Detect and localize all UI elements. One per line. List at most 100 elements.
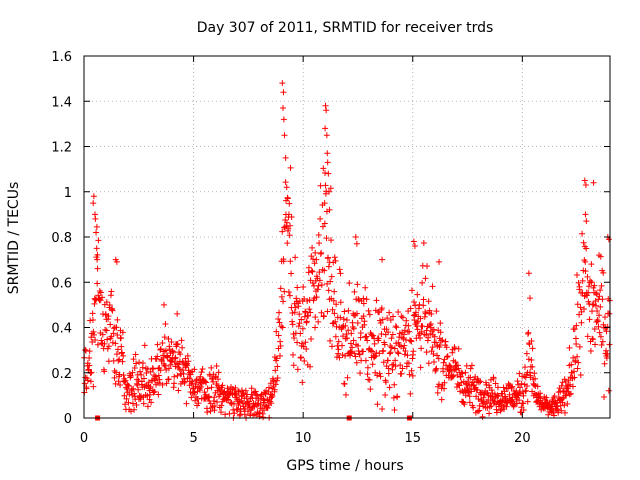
data-point (150, 389, 157, 396)
data-point (520, 392, 527, 399)
data-point (165, 335, 172, 342)
data-point (112, 340, 119, 347)
data-point (532, 375, 539, 382)
data-point (372, 352, 379, 359)
data-point (204, 409, 211, 416)
data-point (441, 385, 448, 392)
data-point (93, 229, 100, 236)
data-point (103, 299, 110, 306)
data-point (354, 281, 361, 288)
data-point (603, 328, 610, 335)
data-point (292, 254, 299, 261)
data-point (583, 245, 590, 252)
data-point (165, 376, 172, 383)
data-point (584, 333, 591, 340)
data-point (90, 331, 97, 338)
data-point (298, 354, 305, 361)
data-point (401, 342, 408, 349)
data-point (605, 387, 612, 394)
data-point (273, 377, 280, 384)
data-point (235, 388, 242, 395)
data-point (557, 402, 564, 409)
data-point (235, 402, 242, 409)
data-point (380, 347, 387, 354)
data-point (402, 348, 409, 355)
data-point (367, 347, 374, 354)
data-point (336, 354, 343, 361)
data-point (324, 308, 331, 315)
data-point (280, 298, 287, 305)
data-point (353, 310, 360, 317)
data-point (99, 331, 106, 338)
data-point (352, 234, 359, 240)
data-point (378, 330, 385, 337)
data-point (385, 370, 392, 377)
data-point (381, 341, 388, 348)
data-point (113, 369, 120, 376)
data-point (130, 385, 137, 392)
data-point (407, 390, 414, 397)
data-point (92, 337, 99, 344)
data-point (302, 308, 309, 315)
data-point (183, 400, 190, 407)
data-point (376, 350, 383, 357)
data-point (595, 323, 602, 330)
data-point (175, 364, 182, 371)
data-point (422, 275, 429, 282)
data-point (341, 308, 348, 315)
data-point (307, 309, 314, 316)
data-point (237, 408, 244, 415)
data-point (390, 313, 397, 320)
data-point (416, 301, 423, 308)
data-point (354, 320, 361, 327)
data-point (349, 344, 356, 351)
data-point (185, 358, 192, 365)
data-point (323, 188, 330, 195)
data-point (353, 240, 360, 247)
data-point (492, 380, 499, 387)
data-point (387, 349, 394, 356)
data-point (347, 348, 354, 355)
data-point (96, 288, 103, 295)
data-point (597, 333, 604, 340)
data-point (114, 316, 121, 323)
data-point (277, 285, 284, 292)
data-point (516, 397, 523, 404)
data-point (364, 337, 371, 344)
data-point (585, 289, 592, 296)
x-tick-label: 5 (189, 431, 197, 446)
data-point (106, 301, 113, 308)
data-point (434, 352, 441, 359)
data-point (419, 323, 426, 330)
data-point (154, 341, 161, 348)
data-point (578, 319, 585, 326)
data-point (594, 308, 601, 315)
data-point (191, 366, 198, 373)
data-point (231, 410, 238, 417)
y-tick-label: 0.2 (51, 367, 72, 382)
data-point (118, 334, 125, 341)
data-point (362, 357, 369, 364)
data-point (346, 280, 353, 287)
data-point (113, 351, 120, 358)
data-point (325, 287, 332, 294)
data-point (343, 331, 350, 338)
data-point (500, 384, 507, 391)
data-point (369, 361, 376, 368)
data-point (342, 335, 349, 342)
data-point (323, 107, 330, 114)
data-point (321, 200, 328, 207)
data-point (318, 309, 325, 316)
data-point (313, 294, 320, 301)
data-point (591, 282, 598, 289)
data-point (394, 349, 401, 356)
data-point (122, 401, 129, 408)
data-point (379, 256, 386, 263)
data-point (119, 349, 126, 356)
data-point (116, 371, 123, 378)
data-point (342, 391, 349, 398)
data-point (342, 322, 349, 329)
data-point (438, 396, 445, 403)
data-point (443, 344, 450, 351)
data-point (296, 311, 303, 318)
